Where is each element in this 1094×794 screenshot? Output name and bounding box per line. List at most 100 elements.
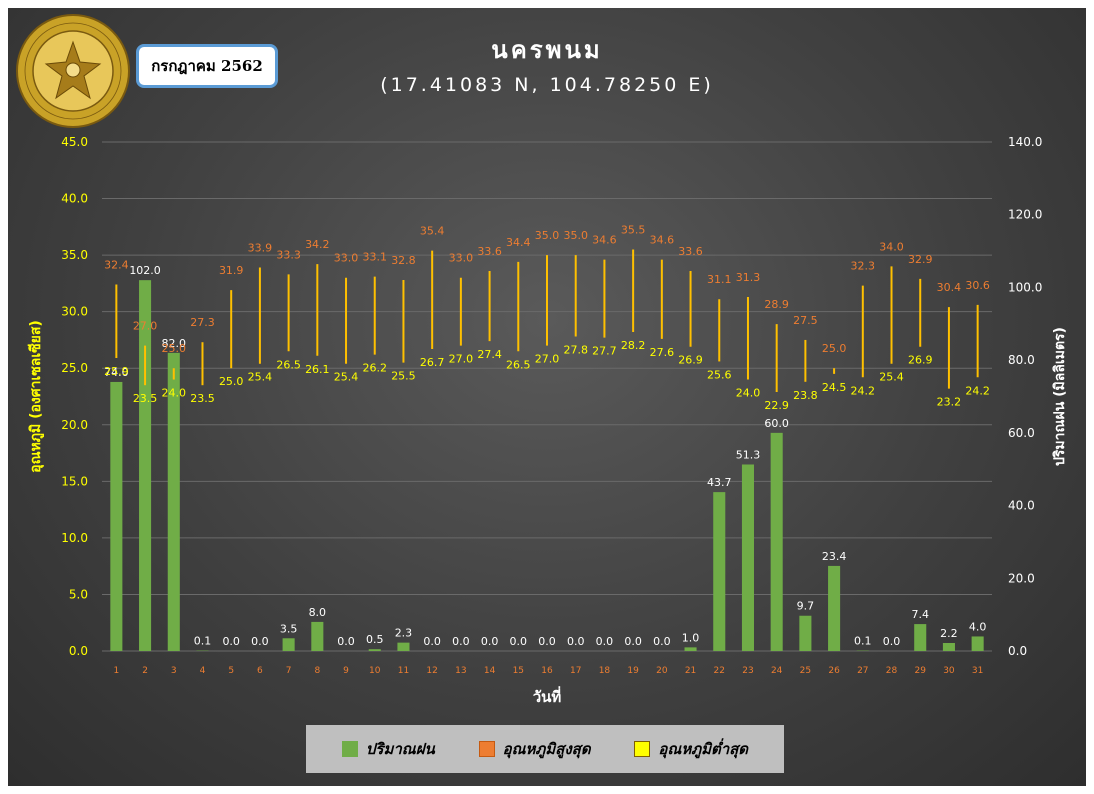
- tmin-data-label: 25.0: [219, 375, 244, 388]
- y-left-tick-label: 30.0: [61, 305, 88, 319]
- tmin-data-label: 27.0: [449, 353, 474, 366]
- legend-item-tmin: อุณหภูมิต่ำสุด: [634, 737, 748, 761]
- tmax-data-label: 31.3: [736, 271, 761, 284]
- x-tick-label: 5: [228, 666, 234, 676]
- rain-bar: [167, 352, 180, 651]
- legend-item-rain: ปริมาณฝน: [341, 737, 435, 761]
- rain-data-label: 0.0: [883, 635, 901, 648]
- y-left-tick-label: 10.0: [61, 531, 88, 545]
- y-left-tick-label: 25.0: [61, 361, 88, 375]
- tmax-data-label: 33.6: [678, 245, 703, 258]
- tmax-data-label: 30.4: [937, 281, 962, 294]
- y-right-tick-label: 140.0: [1008, 135, 1042, 149]
- tmax-data-label: 32.9: [908, 253, 933, 266]
- rain-bar: [139, 280, 152, 651]
- tmax-data-label: 35.0: [563, 229, 588, 242]
- y-left-tick-label: 40.0: [61, 192, 88, 206]
- tmin-data-label: 26.9: [908, 354, 933, 367]
- tmax-data-label: 32.8: [391, 254, 416, 267]
- tmin-data-label: 24.5: [822, 381, 847, 394]
- tmin-data-label: 25.6: [707, 368, 732, 381]
- rain-bar: [368, 649, 381, 651]
- rain-bar: [942, 643, 955, 651]
- x-tick-label: 31: [972, 666, 983, 676]
- rain-data-label: 0.0: [510, 635, 528, 648]
- tmin-data-label: 25.9: [104, 365, 129, 378]
- x-tick-label: 9: [343, 666, 349, 676]
- x-tick-label: 17: [570, 666, 581, 676]
- tmax-data-label: 33.9: [248, 242, 273, 255]
- rain-data-label: 2.3: [395, 627, 413, 640]
- y-left-axis-title: อุณหภูมิ (องศาเซลเซียส): [28, 320, 44, 473]
- y-left-tick-label: 15.0: [61, 474, 88, 488]
- x-tick-label: 25: [800, 666, 811, 676]
- tmin-data-label: 24.0: [736, 387, 761, 400]
- rain-data-label: 23.4: [822, 550, 847, 563]
- x-tick-label: 7: [286, 666, 292, 676]
- tmin-data-label: 22.9: [764, 399, 789, 412]
- rain-data-label: 8.0: [309, 606, 327, 619]
- tmin-data-label: 25.4: [334, 371, 359, 384]
- rain-data-label: 0.1: [854, 635, 872, 648]
- y-right-axis-title: ปริมาณฝน (มิลลิเมตร): [1052, 327, 1068, 466]
- tmin-data-label: 23.5: [190, 392, 215, 405]
- rain-bar: [914, 624, 927, 651]
- x-tick-label: 18: [599, 666, 611, 676]
- x-axis-title: วันที่: [533, 686, 562, 706]
- x-tick-label: 24: [771, 666, 783, 676]
- rain-data-label: 3.5: [280, 622, 298, 635]
- tmax-data-label: 33.1: [362, 251, 387, 264]
- tmax-data-label: 28.9: [764, 298, 789, 311]
- x-tick-label: 30: [943, 666, 955, 676]
- y-left-tick-label: 0.0: [69, 644, 88, 658]
- y-right-tick-label: 0.0: [1008, 644, 1027, 658]
- tmin-data-label: 26.7: [420, 356, 445, 369]
- tmin-data-label: 27.4: [477, 348, 502, 361]
- x-tick-label: 3: [171, 666, 177, 676]
- rain-data-label: 4.0: [969, 620, 987, 633]
- x-tick-label: 20: [656, 666, 668, 676]
- rain-data-label: 2.2: [940, 627, 958, 640]
- x-tick-label: 14: [484, 666, 496, 676]
- tmax-data-label: 34.6: [592, 234, 617, 247]
- chart-title: นครพนม: [491, 36, 603, 64]
- rain-data-label: 0.0: [222, 635, 240, 648]
- y-left-tick-label: 20.0: [61, 418, 88, 432]
- tmin-data-label: 27.8: [563, 344, 588, 357]
- rain-bar: [311, 621, 324, 651]
- tmax-data-label: 27.3: [190, 316, 215, 329]
- y-left-tick-label: 5.0: [69, 587, 88, 601]
- rain-bar: [799, 615, 812, 651]
- y-left-tick-label: 35.0: [61, 248, 88, 262]
- rain-data-label: 74.0: [104, 366, 129, 379]
- x-tick-label: 8: [314, 666, 320, 676]
- tmax-data-label: 27.5: [793, 314, 818, 327]
- y-right-tick-label: 120.0: [1008, 208, 1042, 222]
- tmin-data-label: 27.7: [592, 345, 617, 358]
- y-right-tick-label: 60.0: [1008, 426, 1035, 440]
- x-tick-label: 21: [685, 666, 696, 676]
- x-tick-label: 11: [398, 666, 409, 676]
- rain-bar: [397, 642, 410, 651]
- tmin-data-label: 23.2: [937, 396, 962, 409]
- tmin-data-label: 26.2: [362, 362, 387, 375]
- x-tick-label: 12: [426, 666, 437, 676]
- tmin-data-label: 26.1: [305, 363, 330, 376]
- tmax-data-label: 33.0: [449, 252, 474, 265]
- rain-data-label: 43.7: [707, 476, 732, 489]
- rain-data-label: 0.0: [481, 635, 499, 648]
- rain-data-label: 0.0: [567, 635, 585, 648]
- legend: ปริมาณฝน อุณหภูมิสูงสุด อุณหภูมิต่ำสุด: [306, 725, 784, 773]
- rain-data-label: 0.0: [452, 635, 470, 648]
- y-right-tick-label: 20.0: [1008, 571, 1035, 585]
- x-tick-label: 1: [113, 666, 119, 676]
- tmax-data-label: 30.6: [965, 279, 990, 292]
- x-tick-label: 27: [857, 666, 868, 676]
- legend-swatch-tmax: [478, 741, 495, 757]
- rain-data-label: 0.0: [337, 635, 355, 648]
- tmin-data-label: 27.6: [650, 346, 675, 359]
- rain-data-label: 102.0: [129, 264, 161, 277]
- rain-bar: [828, 565, 841, 651]
- tmax-data-label: 32.3: [851, 260, 876, 273]
- x-tick-label: 4: [200, 666, 206, 676]
